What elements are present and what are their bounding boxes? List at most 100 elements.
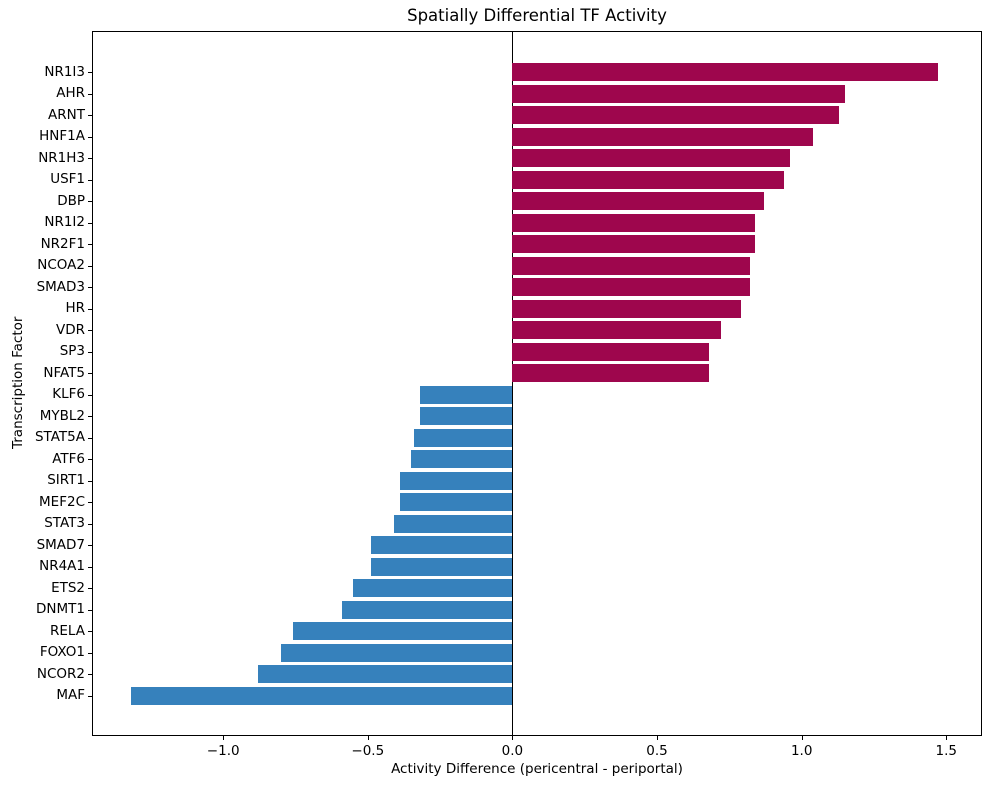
y-tick-mark <box>88 265 92 267</box>
y-tick-mark <box>88 459 92 460</box>
bar-nr1i2 <box>512 213 756 232</box>
y-tick-mark <box>88 72 92 73</box>
bar-ncoa2 <box>512 256 750 275</box>
y-tick-mark <box>88 373 92 374</box>
bar-nr1h3 <box>512 149 791 167</box>
y-tick-label-stat3: STAT3 <box>44 515 85 531</box>
y-tick-mark <box>88 158 92 159</box>
y-tick-mark <box>88 136 92 138</box>
x-tick-label: 0.0 <box>501 743 524 759</box>
x-axis-label: Activity Difference (pericentral - perip… <box>391 761 683 777</box>
y-tick-label-mybl2: MYBL2 <box>39 407 85 424</box>
y-tick-label-smad7: SMAD7 <box>36 536 85 553</box>
bar-mybl2 <box>419 407 513 425</box>
y-tick-mark <box>88 674 92 675</box>
y-tick-label-nfat5: NFAT5 <box>43 364 85 381</box>
y-tick-label-foxo1: FOXO1 <box>39 644 85 660</box>
y-tick-mark <box>88 201 92 202</box>
y-tick-mark <box>88 588 92 589</box>
y-tick-mark <box>88 308 92 310</box>
bar-klf6 <box>419 385 513 404</box>
bar-nr2f1 <box>512 235 756 253</box>
bar-stat5a <box>414 428 513 447</box>
bar-stat3 <box>393 514 513 533</box>
y-tick-mark <box>88 93 92 95</box>
x-tick-mark <box>512 736 514 740</box>
y-tick-mark <box>88 222 92 224</box>
x-tick-label: −0.5 <box>351 743 385 759</box>
bar-nr1i3 <box>512 63 938 81</box>
y-tick-label-usf1: USF1 <box>50 171 85 187</box>
bar-arnt <box>512 106 840 124</box>
y-tick-label-rela: RELA <box>50 622 85 639</box>
chart-title: Spatially Differential TF Activity <box>407 6 667 25</box>
y-tick-label-vdr: VDR <box>55 321 85 338</box>
bar-hr <box>512 299 741 318</box>
x-tick-label: 1.5 <box>935 743 958 759</box>
y-tick-label-ncor2: NCOR2 <box>36 665 85 682</box>
y-tick-label-dnmt1: DNMT1 <box>36 601 85 617</box>
bar-rela <box>292 622 513 640</box>
y-tick-label-ncoa2: NCOA2 <box>37 257 85 273</box>
y-tick-mark <box>88 523 92 525</box>
y-tick-mark <box>88 437 92 439</box>
bar-ahr <box>512 84 845 103</box>
bar-vdr <box>512 321 721 339</box>
y-tick-label-nr1h3: NR1H3 <box>38 149 85 166</box>
x-tick-label: 0.5 <box>646 743 668 759</box>
y-tick-mark <box>88 244 92 245</box>
x-tick-mark <box>367 736 369 740</box>
y-tick-label-mef2c: MEF2C <box>39 493 85 510</box>
bar-nr4a1 <box>370 557 513 576</box>
y-tick-label-arnt: ARNT <box>48 106 85 123</box>
bar-atf6 <box>411 450 513 468</box>
bar-smad3 <box>512 278 750 296</box>
y-tick-label-atf6: ATF6 <box>52 450 85 467</box>
y-tick-mark <box>88 330 92 331</box>
y-tick-mark <box>88 566 92 568</box>
y-tick-label-sirt1: SIRT1 <box>47 472 85 488</box>
bar-sirt1 <box>399 471 513 490</box>
y-tick-label-ahr: AHR <box>56 85 85 101</box>
y-tick-mark <box>88 416 92 417</box>
y-tick-label-nr4a1: NR4A1 <box>39 558 85 574</box>
y-tick-mark <box>88 179 92 181</box>
y-tick-label-hnf1a: HNF1A <box>39 128 85 144</box>
y-tick-label-nr1i2: NR1I2 <box>44 214 85 230</box>
y-tick-label-smad3: SMAD3 <box>36 278 85 295</box>
bar-maf <box>130 686 513 705</box>
y-tick-label-klf6: KLF6 <box>52 386 85 402</box>
y-tick-label-dbp: DBP <box>57 192 85 209</box>
x-tick-mark <box>946 736 948 740</box>
y-tick-mark <box>88 115 92 116</box>
x-tick-label: −1.0 <box>206 743 240 759</box>
x-tick-mark <box>657 736 658 740</box>
y-tick-mark <box>88 609 92 611</box>
y-tick-mark <box>88 394 92 396</box>
bar-ncor2 <box>257 665 513 683</box>
bar-dnmt1 <box>341 600 513 619</box>
y-tick-label-nr2f1: NR2F1 <box>40 235 85 252</box>
bar-sp3 <box>512 342 710 361</box>
y-tick-mark <box>88 545 92 546</box>
bar-foxo1 <box>281 643 513 662</box>
y-tick-mark <box>88 480 92 482</box>
x-tick-mark <box>223 736 225 740</box>
y-tick-mark <box>88 502 92 503</box>
bar-usf1 <box>512 170 785 189</box>
bar-nfat5 <box>512 364 710 382</box>
bar-dbp <box>512 192 764 210</box>
y-tick-mark <box>88 287 92 288</box>
y-tick-label-stat5a: STAT5A <box>34 429 85 445</box>
bar-ets2 <box>353 579 513 597</box>
bar-smad7 <box>370 536 513 554</box>
bar-mef2c <box>399 493 513 511</box>
y-tick-label-nr1i3: NR1I3 <box>44 63 85 80</box>
x-tick-label: 1.0 <box>790 743 813 759</box>
zero-reference-line <box>512 32 514 735</box>
y-tick-mark <box>88 652 92 654</box>
y-tick-label-ets2: ETS2 <box>51 579 85 596</box>
y-tick-label-sp3: SP3 <box>59 343 85 359</box>
y-tick-label-maf: MAF <box>56 687 85 703</box>
